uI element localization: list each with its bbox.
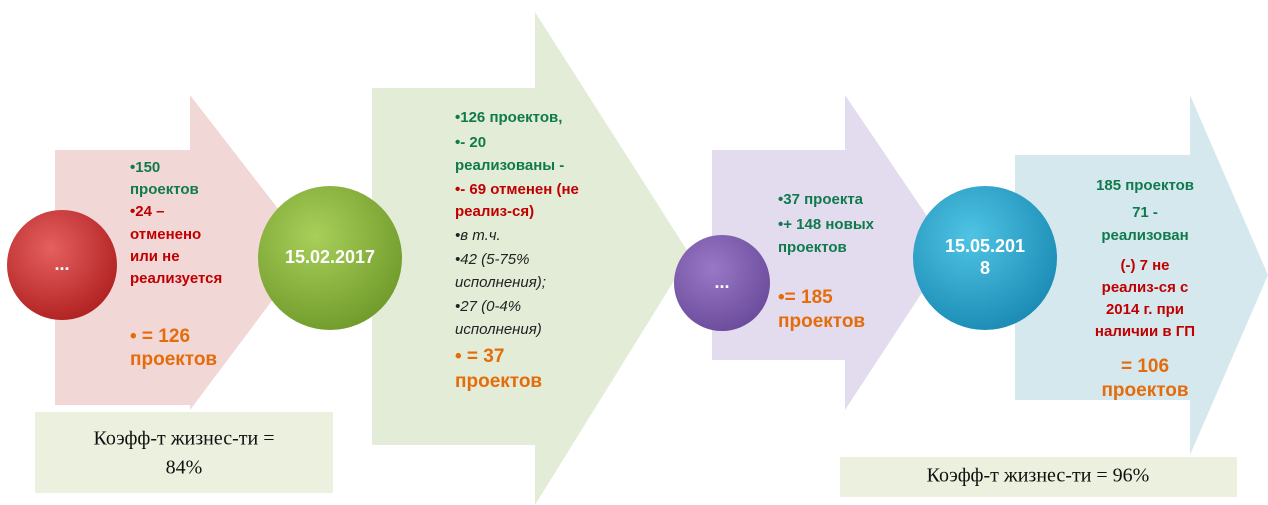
stage-text: 185 проектов <box>1096 177 1194 194</box>
stage-text: проектов <box>455 371 542 392</box>
stage-circle <box>7 210 117 320</box>
stage-text: •27 (0-4% <box>455 298 521 315</box>
ratio-text: 84% <box>166 457 203 479</box>
circle-label: ... <box>714 272 729 292</box>
stage-text: проектов <box>778 239 847 256</box>
ratio-text: Коэфф-т жизнес-ти = 96% <box>927 465 1150 487</box>
stage-text: = 106 <box>1121 356 1169 377</box>
stage-text: (-) 7 не <box>1120 257 1169 274</box>
stage-text: отменено <box>130 226 201 243</box>
circle-label: 15.02.2017 <box>285 247 375 267</box>
stage-circle <box>258 186 402 330</box>
stage-text: •126 проектов, <box>455 109 562 126</box>
stage-text: реализ-ся) <box>455 203 534 220</box>
stage-text: •в т.ч. <box>455 227 501 244</box>
stage-text: •24 – <box>130 203 164 220</box>
arrow <box>1015 95 1268 455</box>
stage-text: • = 126 <box>130 326 190 347</box>
stage-text: • = 37 <box>455 346 504 367</box>
stage-text: •150 <box>130 159 160 176</box>
ratio-text: Коэфф-т жизнес-ти = <box>93 428 274 450</box>
stage-text: реализ-ся с <box>1102 279 1189 296</box>
stage-text: реализованы - <box>455 157 564 174</box>
stage-text: •- 20 <box>455 134 486 151</box>
circle-label: ... <box>54 254 69 274</box>
arrow <box>712 95 950 410</box>
stage-text: 2014 г. при <box>1106 301 1184 318</box>
stage-text: исполнения); <box>455 274 546 291</box>
stage-circle <box>913 186 1057 330</box>
stage-text: проектов <box>130 181 199 198</box>
ratio-box <box>35 412 333 493</box>
circle-label: 8 <box>980 258 990 278</box>
stage-text: реализуется <box>130 270 222 287</box>
circle-label: 15.05.201 <box>945 236 1025 256</box>
stage-text: наличии в ГП <box>1095 323 1195 340</box>
stage-text: •- 69 отменен (не <box>455 181 579 198</box>
stage-text: •+ 148 новых <box>778 216 875 233</box>
stage-text: •= 185 <box>778 287 833 308</box>
stage-text: проектов <box>130 349 217 370</box>
arrow <box>55 95 310 410</box>
stage-text: исполнения) <box>455 321 542 338</box>
ratio-box <box>840 457 1237 497</box>
stage-text: 71 - <box>1132 204 1158 221</box>
stage-text: •42 (5-75% <box>455 251 529 268</box>
stage-text: проектов <box>778 311 865 332</box>
stage-text: или не <box>130 248 180 265</box>
stage-text: •37 проекта <box>778 191 864 208</box>
arrow <box>372 12 690 505</box>
stage-circle <box>674 235 770 331</box>
stage-text: проектов <box>1101 380 1188 401</box>
stage-text: реализован <box>1101 227 1188 244</box>
